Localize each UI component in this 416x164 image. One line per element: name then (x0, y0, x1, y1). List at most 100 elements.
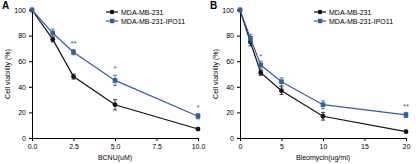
axis-line (241, 139, 407, 142)
data-point (321, 102, 326, 107)
error-bar (259, 61, 263, 69)
panel: 05101520020406080100Bleomycin(ug/ml)Cell… (210, 0, 410, 162)
error-bar (321, 112, 325, 120)
tick: 10.0 (192, 138, 206, 150)
tick-label: 0 (239, 143, 243, 150)
tick: 7.5 (152, 138, 162, 150)
tick-mark (157, 138, 158, 141)
tick: 0.0 (28, 138, 38, 150)
tick: 20 (226, 109, 240, 116)
tick-label: 5 (280, 143, 284, 150)
data-point (113, 102, 118, 107)
tick-mark (323, 138, 324, 141)
legend-item: MDA-MB-231 (106, 9, 164, 16)
tick: 15 (361, 138, 369, 150)
data-point (113, 78, 118, 83)
tick: 100 (222, 7, 240, 14)
tick-mark (237, 61, 240, 62)
x-axis: 05101520 (239, 138, 411, 150)
data-point (71, 74, 76, 79)
legend-marker (110, 19, 114, 23)
legend: MDA-MB-231 MDA-MB-231-IPO11 (314, 9, 393, 25)
series-line (32, 10, 198, 129)
data-point (30, 8, 35, 13)
tick-mark (198, 138, 199, 141)
error-bar (280, 87, 284, 95)
tick-mark (29, 138, 32, 139)
error-bar (51, 37, 55, 42)
tick-mark (29, 61, 32, 62)
tick-mark (74, 138, 75, 141)
tick-mark (115, 138, 116, 141)
tick-mark (365, 138, 366, 141)
tick-mark (29, 87, 32, 88)
tick-label: 60 (18, 58, 26, 65)
data-point (321, 114, 326, 119)
tick-mark (406, 138, 407, 141)
tick-mark (29, 36, 32, 37)
data-point (50, 31, 55, 36)
tick-label: 40 (226, 84, 234, 91)
tick: 2.5 (69, 138, 79, 150)
tick-mark (237, 138, 240, 139)
data-point (248, 36, 253, 41)
tick-label: 0 (230, 135, 234, 142)
data-point (258, 70, 263, 75)
tick: 100 (14, 7, 32, 14)
plot-area (30, 8, 201, 132)
panel: 0.02.55.07.510.0020406080100BCNU(uM)Cell… (2, 0, 205, 162)
error-bar (113, 100, 117, 110)
tick: 0 (230, 135, 240, 142)
axis-line (29, 11, 33, 139)
tick-label: 20 (226, 109, 234, 116)
tick-mark (282, 138, 283, 141)
legend-marker (318, 10, 323, 15)
y-axis-title: Cell viability (%) (4, 49, 12, 99)
series-line (240, 10, 406, 132)
x-axis-title: BCNU(uM) (98, 154, 132, 162)
legend-label: MDA-MB-231 (329, 9, 372, 16)
tick: 20 (18, 109, 32, 116)
tick-label: 5.0 (111, 143, 121, 150)
tick-label: 0 (22, 135, 26, 142)
error-bar (51, 29, 55, 37)
legend-label: MDA-MB-231 (121, 9, 164, 16)
error-bar (321, 101, 325, 109)
legend-label: MDA-MB-231-IPO11 (329, 18, 393, 25)
legend-item: MDA-MB-231 (314, 9, 372, 16)
data-point (71, 50, 76, 55)
tick: 60 (226, 58, 240, 65)
error-bar (72, 50, 76, 55)
error-bar (259, 70, 263, 75)
tick-label: 10 (320, 143, 328, 150)
tick-mark (29, 112, 32, 113)
tick-label: 40 (18, 84, 26, 91)
tick-label: 100 (222, 7, 234, 14)
tick-mark (237, 36, 240, 37)
tick: 40 (226, 84, 240, 91)
tick-label: 100 (14, 7, 26, 14)
data-point (196, 114, 201, 119)
tick: 60 (18, 58, 32, 65)
legend-item: MDA-MB-231-IPO11 (314, 18, 393, 25)
data-point (279, 79, 284, 84)
data-point (404, 129, 409, 134)
tick-mark (237, 112, 240, 113)
significance: * (259, 52, 262, 61)
error-bar (72, 74, 76, 79)
tick: 0 (239, 138, 243, 150)
data-point (30, 8, 35, 13)
data-point (404, 113, 409, 118)
legend-label: MDA-MB-231-IPO11 (121, 18, 185, 25)
tick-label: 0.0 (28, 143, 38, 150)
tick-label: 10.0 (192, 143, 206, 150)
figure: 0.02.55.07.510.0020406080100BCNU(uM)Cell… (0, 0, 416, 164)
x-axis: 0.0 2.5 5.0 7.5 10.0 (28, 138, 206, 150)
tick: 10 (320, 138, 328, 150)
data-point (196, 127, 201, 132)
tick-mark (237, 87, 240, 88)
axis-line (33, 139, 199, 142)
tick-label: 7.5 (152, 143, 162, 150)
legend-marker (110, 10, 115, 15)
error-bar (113, 75, 117, 85)
